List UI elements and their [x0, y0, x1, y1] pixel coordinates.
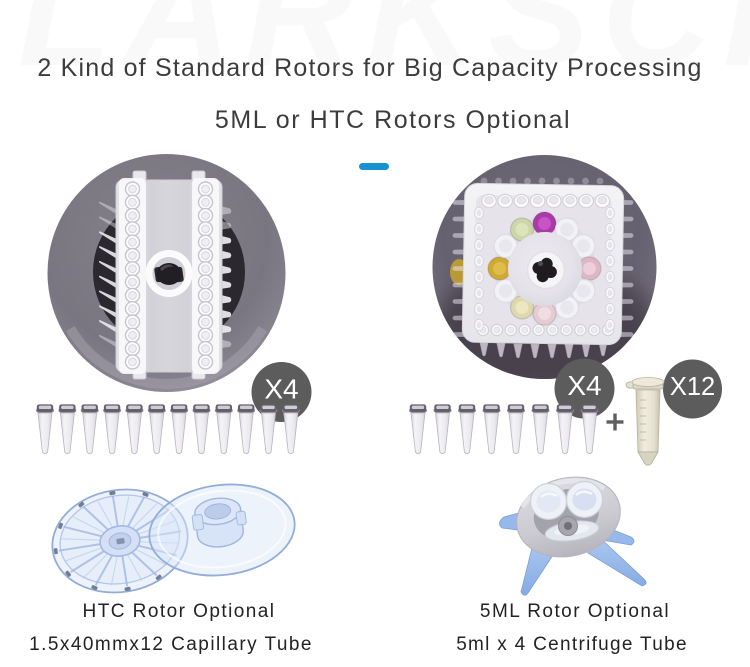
svg-text:X4: X4 — [264, 374, 298, 405]
svg-text:X4: X4 — [567, 370, 601, 401]
svg-text:X12: X12 — [670, 373, 715, 401]
